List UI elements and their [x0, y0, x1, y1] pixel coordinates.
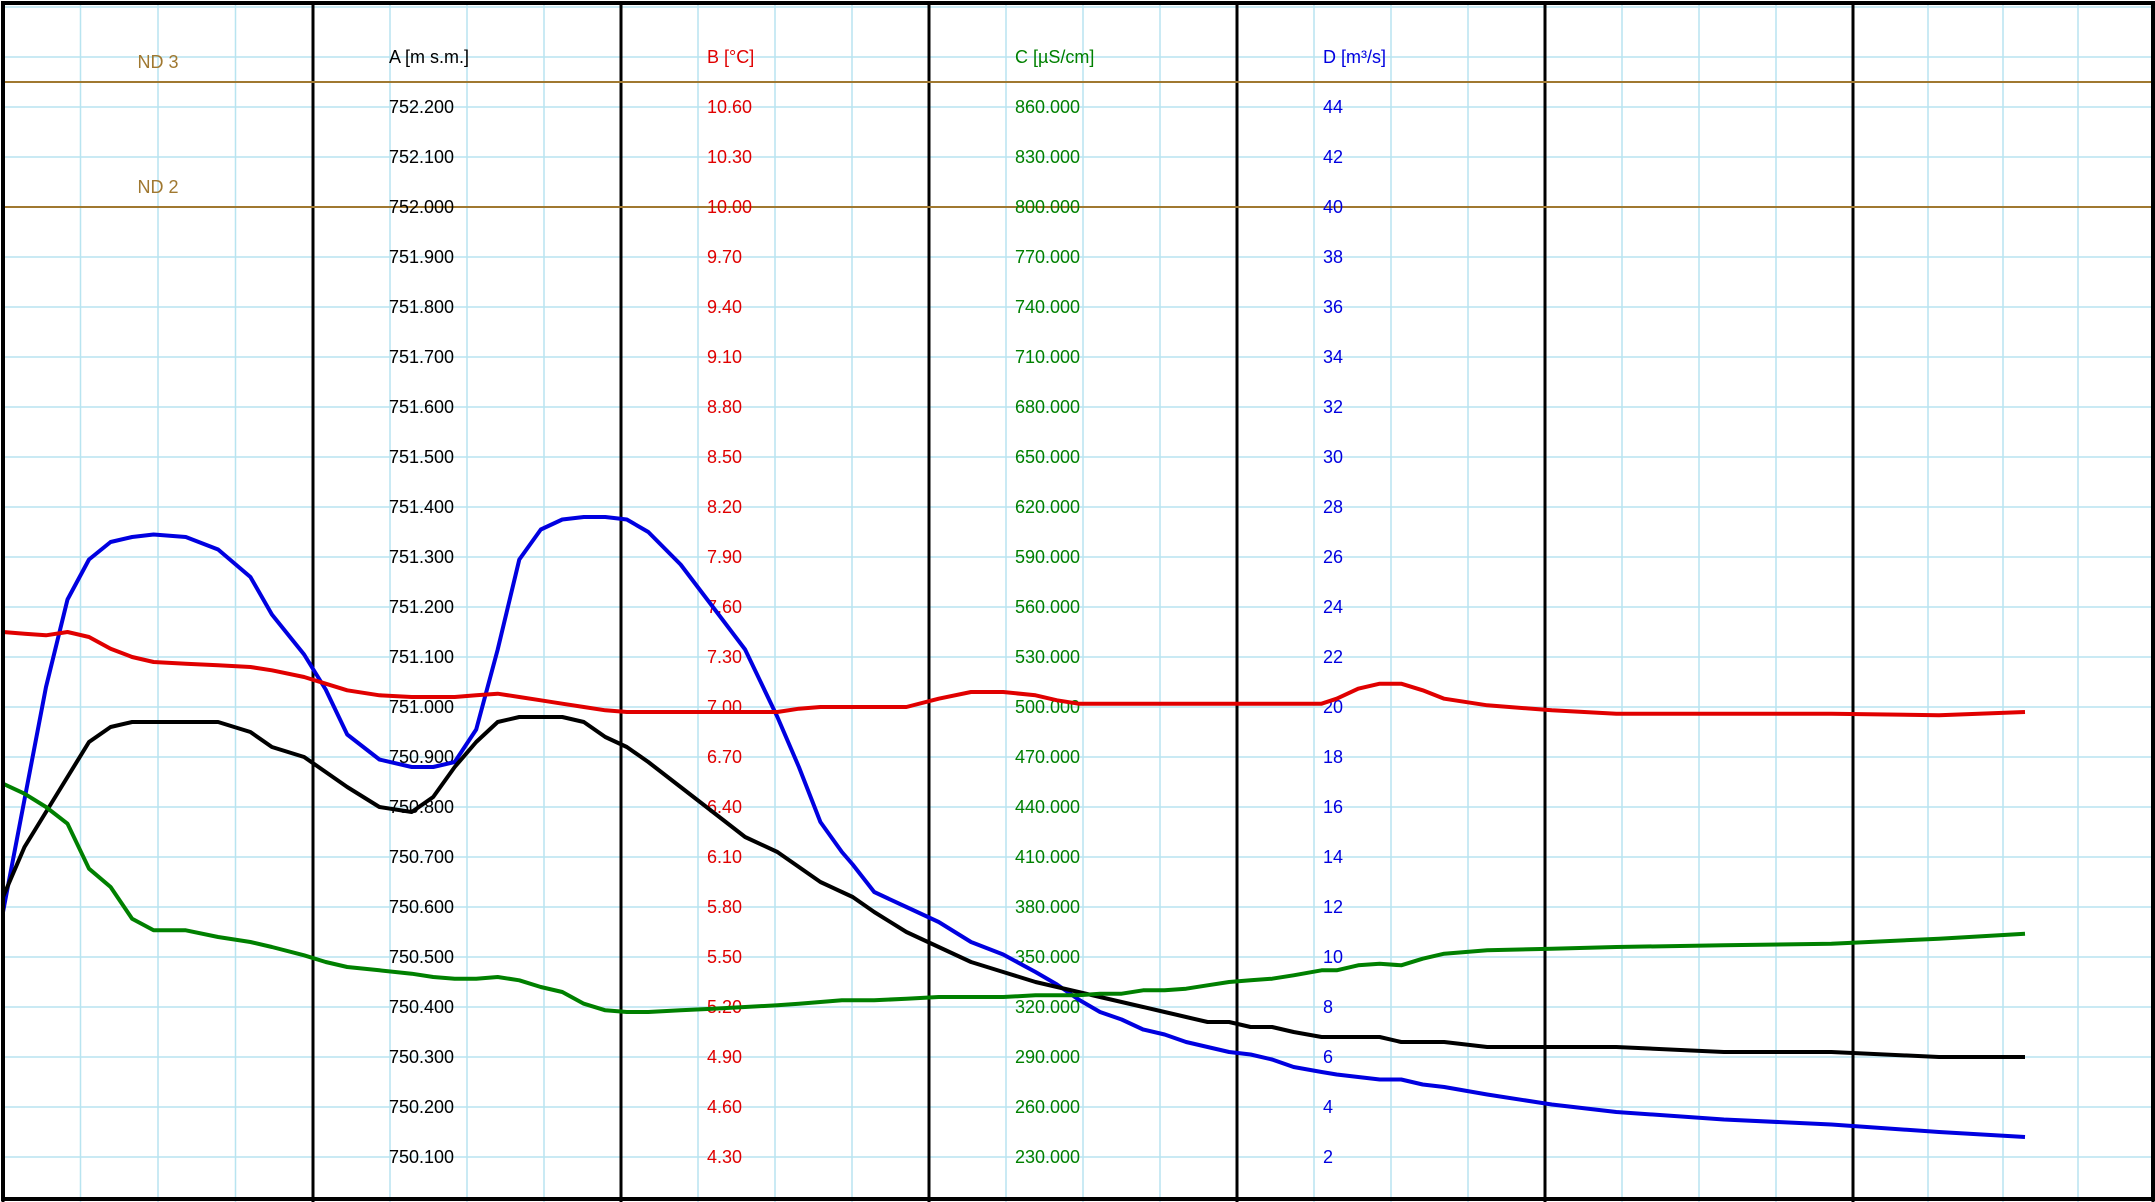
tick-label: 5.50	[707, 947, 742, 967]
tick-label: 44	[1323, 97, 1343, 117]
tick-label: 750.400	[389, 997, 454, 1017]
tick-label: 800.000	[1015, 197, 1080, 217]
tick-label: 751.300	[389, 547, 454, 567]
tick-label: 28	[1323, 497, 1343, 517]
tick-label: 6	[1323, 1047, 1333, 1067]
tick-label: 350.000	[1015, 947, 1080, 967]
tick-label: 22	[1323, 647, 1343, 667]
tick-label: 40	[1323, 197, 1343, 217]
series-line-C	[2, 781, 2026, 1014]
tick-label: 750.600	[389, 897, 454, 917]
tick-label: 4.60	[707, 1097, 742, 1117]
tick-label: 30	[1323, 447, 1343, 467]
tick-label: 620.000	[1015, 497, 1080, 517]
axis-header-C: C [µS/cm]	[1015, 47, 1094, 67]
tick-label: 290.000	[1015, 1047, 1080, 1067]
tick-label: 26	[1323, 547, 1343, 567]
tick-label: 8.80	[707, 397, 742, 417]
series-line-A	[1, 715, 2025, 1059]
tick-label: 750.100	[389, 1147, 454, 1167]
tick-label: 6.70	[707, 747, 742, 767]
tick-label: 560.000	[1015, 597, 1080, 617]
tick-label: 34	[1323, 347, 1343, 367]
reference-lines: ND 3 ND 2	[3, 52, 2153, 208]
tick-label: 10.00	[707, 197, 752, 217]
tick-label: 751.900	[389, 247, 454, 267]
grid	[1, 3, 2155, 1202]
tick-label: 8.50	[707, 447, 742, 467]
tick-label: 4.90	[707, 1047, 742, 1067]
reference-line-label: ND 3	[137, 52, 178, 72]
tick-label: 750.700	[389, 847, 454, 867]
axis-tick-labels: 752.200 752.100 752.000 751.900 751.800 751.7…	[389, 97, 1343, 1167]
tick-label: 751.800	[389, 297, 454, 317]
tick-label: 230.000	[1015, 1147, 1080, 1167]
tick-label: 36	[1323, 297, 1343, 317]
axis-header-D: D [m³/s]	[1323, 47, 1386, 67]
tick-label: 680.000	[1015, 397, 1080, 417]
tick-label: 751.100	[389, 647, 454, 667]
tick-label: 740.000	[1015, 297, 1080, 317]
tick-label: 440.000	[1015, 797, 1080, 817]
tick-label: 7.30	[707, 647, 742, 667]
tick-label: 260.000	[1015, 1097, 1080, 1117]
tick-label: 830.000	[1015, 147, 1080, 167]
tick-label: 751.400	[389, 497, 454, 517]
tick-label: 751.600	[389, 397, 454, 417]
tick-label: 42	[1323, 147, 1343, 167]
tick-label: 10.60	[707, 97, 752, 117]
tick-label: 16	[1323, 797, 1343, 817]
reference-line-label: ND 2	[137, 177, 178, 197]
tick-label: 38	[1323, 247, 1343, 267]
tick-label: 9.40	[707, 297, 742, 317]
tick-label: 12	[1323, 897, 1343, 917]
tick-label: 7.90	[707, 547, 742, 567]
tick-label: 751.500	[389, 447, 454, 467]
tick-label: 750.500	[389, 947, 454, 967]
tick-label: 5.80	[707, 897, 742, 917]
tick-label: 14	[1323, 847, 1343, 867]
series-line-B	[2, 630, 2026, 718]
tick-label: 8	[1323, 997, 1333, 1017]
tick-label: 770.000	[1015, 247, 1080, 267]
tick-label: 24	[1323, 597, 1343, 617]
tick-label: 410.000	[1015, 847, 1080, 867]
tick-label: 590.000	[1015, 547, 1080, 567]
series-line-D	[1, 515, 2026, 1139]
tick-label: 752.200	[389, 97, 454, 117]
tick-label: 750.300	[389, 1047, 454, 1067]
tick-label: 710.000	[1015, 347, 1080, 367]
tick-label: 10	[1323, 947, 1343, 967]
tick-label: 380.000	[1015, 897, 1080, 917]
axis-header-A: A [m s.m.]	[389, 47, 469, 67]
tick-label: 470.000	[1015, 747, 1080, 767]
tick-label: 2	[1323, 1147, 1333, 1167]
tick-label: 860.000	[1015, 97, 1080, 117]
tick-label: 6.10	[707, 847, 742, 867]
tick-label: 10.30	[707, 147, 752, 167]
tick-label: 8.20	[707, 497, 742, 517]
tick-label: 751.700	[389, 347, 454, 367]
tick-label: 751.200	[389, 597, 454, 617]
tick-label: 32	[1323, 397, 1343, 417]
tick-label: 750.200	[389, 1097, 454, 1117]
tick-label: 9.10	[707, 347, 742, 367]
tick-label: 751.000	[389, 697, 454, 717]
tick-label: 18	[1323, 747, 1343, 767]
axis-headers: A [m s.m.] B [°C] C [µS/cm] D [m³/s]	[389, 47, 1386, 67]
series-lines	[1, 515, 2026, 1139]
tick-label: 650.000	[1015, 447, 1080, 467]
axis-header-B: B [°C]	[707, 47, 754, 67]
tick-label: 4.30	[707, 1147, 742, 1167]
tick-label: 9.70	[707, 247, 742, 267]
tick-label: 752.100	[389, 147, 454, 167]
tick-label: 752.000	[389, 197, 454, 217]
tick-label: 750.900	[389, 747, 454, 767]
tick-label: 530.000	[1015, 647, 1080, 667]
tick-label: 4	[1323, 1097, 1333, 1117]
tick-label: 320.000	[1015, 997, 1080, 1017]
